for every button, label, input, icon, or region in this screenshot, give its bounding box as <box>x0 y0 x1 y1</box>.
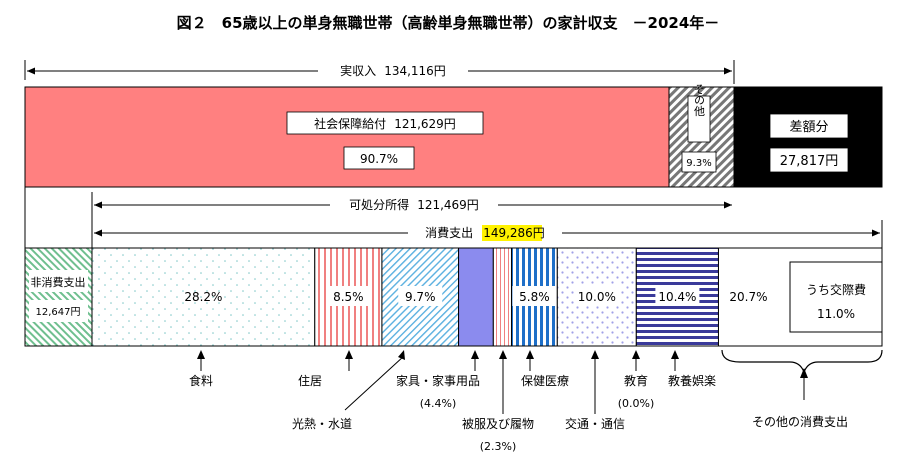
other-consumption-bracket <box>721 349 883 400</box>
disposable-dimension: 可処分所得 121,469円 <box>91 192 732 248</box>
label-transport: 交通・通信 <box>565 416 625 431</box>
other-income-label: その他 <box>693 84 706 117</box>
bar-segment-food <box>91 247 316 347</box>
non-consumption-value: 12,647円 <box>36 307 81 318</box>
expenditure-bar: 非消費支出 12,647円 28.2% 8.5% 9.7% 5.8% 10.0% 10.4… <box>24 247 883 347</box>
chart-title: 図２ 65歳以上の単身無職世帯（高齢単身無職世帯）の家計収支 －2024年－ <box>177 14 720 32</box>
label-pct-clothing: (2.3%) <box>480 440 517 453</box>
bar-pct-food: 28.2% <box>184 290 222 304</box>
label-clothing: 被服及び履物 <box>462 417 534 431</box>
other-sub-label: うち交際費 <box>806 282 866 297</box>
label-furniture: 家具・家事用品 <box>396 373 480 388</box>
bar-social-security <box>24 86 670 188</box>
other-sub-box <box>789 261 883 333</box>
bar-segment-clothing <box>492 247 512 347</box>
label-pct-education: (0.0%) <box>618 397 655 410</box>
label-housing: 住居 <box>298 374 322 388</box>
consumption-label: 消費支出 149,286円 <box>425 225 545 240</box>
bar-pct-housing: 8.5% <box>333 290 364 304</box>
consumption-dimension: 消費支出 149,286円 <box>94 220 883 248</box>
label-utilities: 光熱・水道 <box>292 417 352 431</box>
label-recreation: 教養娯楽 <box>668 373 716 388</box>
bar-pct-utilities: 9.7% <box>405 290 436 304</box>
bar-non-consumption <box>24 247 93 347</box>
other-sub-pct: 11.0% <box>817 307 855 321</box>
income-label: 実収入 134,116円 <box>340 63 446 78</box>
income-bar: 社会保障給付 121,629円 90.7% その他 9.3% 差額分 27,817… <box>24 84 883 188</box>
bar-pct-medical: 5.8% <box>519 290 550 304</box>
bar-segment-furniture <box>458 247 494 347</box>
other-income-pct: 9.3% <box>686 158 711 169</box>
social-security-pct: 90.7% <box>360 152 398 166</box>
label-food: 食料 <box>189 373 213 388</box>
label-medical: 保健医療 <box>521 374 569 388</box>
bar-pct-other: 20.7% <box>729 290 767 304</box>
label-education: 教育 <box>624 373 648 388</box>
non-consumption-label: 非消費支出 <box>31 275 86 289</box>
disposable-label: 可処分所得 121,469円 <box>349 197 479 212</box>
deficit-value: 27,817円 <box>780 154 839 169</box>
bar-pct-recreation: 10.4% <box>658 290 696 304</box>
social-security-label: 社会保障給付 121,629円 <box>314 116 456 131</box>
bar-pct-transport: 10.0% <box>578 290 616 304</box>
label-pct-furniture: (4.4%) <box>420 397 457 410</box>
income-dimension: 実収入 134,116円 <box>24 60 735 84</box>
label-other: その他の消費支出 <box>752 414 848 429</box>
deficit-label: 差額分 <box>789 120 828 135</box>
